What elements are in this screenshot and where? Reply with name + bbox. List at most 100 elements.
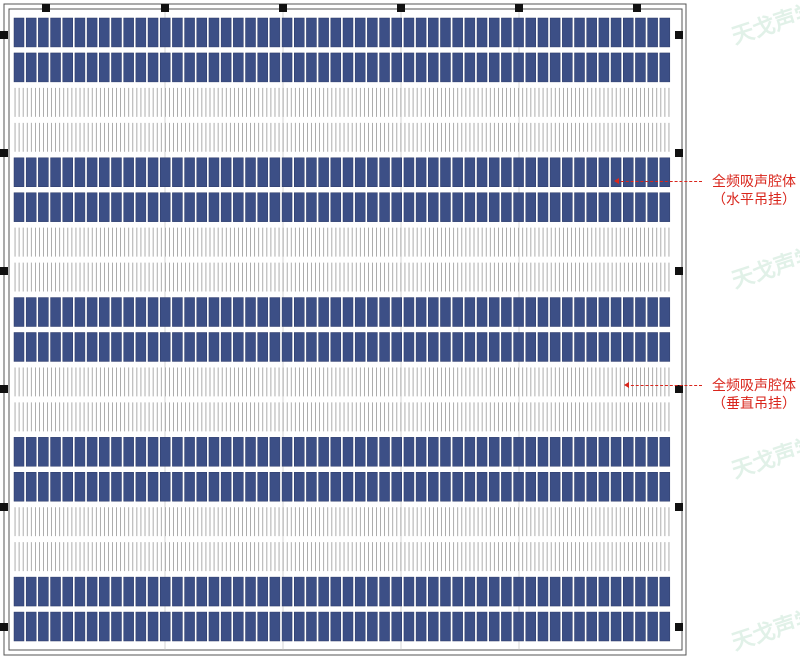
horizontal-absorber-panel [647,611,658,642]
horizontal-absorber-panel [184,17,195,48]
horizontal-absorber-panel [367,192,378,222]
horizontal-absorber-panel [220,192,232,222]
horizontal-absorber-panel [184,297,195,327]
horizontal-absorber-panel [159,17,171,48]
horizontal-absorber-panel [623,472,634,502]
horizontal-absorber-panel [464,332,476,362]
horizontal-absorber-panel [38,611,49,642]
horizontal-absorber-panel [318,472,329,502]
horizontal-absorber-panel [13,52,25,83]
horizontal-absorber-panel [147,611,159,642]
horizontal-absorber-panel [574,576,585,607]
horizontal-absorber-panel [452,437,463,467]
horizontal-absorber-panel [610,332,622,362]
horizontal-absorber-panel [428,472,439,502]
horizontal-absorber-panel [257,437,268,467]
callout-vertical-line1: 全频吸声腔体 [712,377,796,393]
horizontal-absorber-panel [62,192,73,222]
horizontal-absorber-panel [452,52,463,83]
left-anchor-marker [0,267,8,275]
horizontal-absorber-panel [428,192,439,222]
horizontal-absorber-panel [86,611,98,642]
horizontal-absorber-panel [659,332,671,362]
horizontal-absorber-panel [379,611,390,642]
horizontal-absorber-panel [269,472,281,502]
horizontal-absorber-panel [415,472,427,502]
horizontal-absorber-panel [537,576,549,607]
horizontal-absorber-panel [452,157,463,187]
horizontal-absorber-panel [586,437,597,467]
horizontal-absorber-panel [318,437,329,467]
outer-border [3,3,687,656]
horizontal-absorber-panel [549,472,561,502]
callout-vertical-absorber: 全频吸声腔体 （垂直吊挂） [686,376,796,412]
horizontal-absorber-panel [38,472,49,502]
top-anchor-marker [279,4,287,12]
horizontal-absorber-panel [208,611,220,642]
horizontal-absorber-panel [86,437,98,467]
horizontal-absorber-panel [184,611,195,642]
horizontal-absorber-panel [123,297,134,327]
horizontal-absorber-panel [99,472,110,502]
horizontal-absorber-panel [574,157,585,187]
horizontal-absorber-panel [257,472,268,502]
horizontal-absorber-panel [428,437,439,467]
horizontal-absorber-panel [111,52,122,83]
horizontal-absorber-panel [245,611,256,642]
horizontal-absorber-panel [159,52,171,83]
horizontal-absorber-panel [610,52,622,83]
horizontal-absorber-panel [659,157,671,187]
horizontal-absorber-panel [99,437,110,467]
horizontal-absorber-panel [306,297,317,327]
horizontal-absorber-panel [208,157,220,187]
horizontal-absorber-panel [488,437,500,467]
horizontal-absorber-panel [647,297,658,327]
horizontal-absorber-panel [367,297,378,327]
horizontal-absorber-panel [99,52,110,83]
horizontal-absorber-panel [562,17,573,48]
horizontal-absorber-panel [269,437,281,467]
horizontal-absorber-panel [318,157,329,187]
horizontal-absorber-panel [13,576,25,607]
horizontal-absorber-panel [208,297,220,327]
horizontal-absorber-panel [415,297,427,327]
horizontal-absorber-panel [598,576,610,607]
horizontal-absorber-panel [294,297,305,327]
horizontal-absorber-panel [428,157,439,187]
horizontal-absorber-panel [306,17,317,48]
horizontal-absorber-panel [659,472,671,502]
horizontal-absorber-panel [294,472,305,502]
horizontal-absorber-panel [549,192,561,222]
horizontal-absorber-panel [415,611,427,642]
horizontal-absorber-panel [196,297,208,327]
horizontal-absorber-panel [281,437,293,467]
horizontal-absorber-panel [354,157,366,187]
horizontal-absorber-panel [159,192,171,222]
horizontal-absorber-panel [38,157,49,187]
horizontal-absorber-panel [13,157,25,187]
horizontal-absorber-panel [245,157,256,187]
horizontal-absorber-panel [647,17,658,48]
horizontal-absorber-panel [452,332,463,362]
horizontal-absorber-panel [233,576,244,607]
horizontal-absorber-panel [233,192,244,222]
horizontal-absorber-panel [123,472,134,502]
horizontal-absorber-panel [147,52,159,83]
horizontal-absorber-panel [159,297,171,327]
horizontal-absorber-panel [257,52,268,83]
horizontal-absorber-panel [501,472,512,502]
horizontal-absorber-panel [367,332,378,362]
horizontal-absorber-panel [428,611,439,642]
horizontal-absorber-panel [99,576,110,607]
horizontal-absorber-panel [562,576,573,607]
horizontal-absorber-panel [367,437,378,467]
horizontal-absorber-panel [623,611,634,642]
horizontal-absorber-panel [294,576,305,607]
horizontal-absorber-panel [13,192,25,222]
horizontal-absorber-panel [74,17,86,48]
horizontal-absorber-panel [598,611,610,642]
left-anchor-marker [0,503,8,511]
horizontal-absorber-panel [135,437,147,467]
horizontal-absorber-panel [172,192,183,222]
horizontal-absorber-panel [562,437,573,467]
